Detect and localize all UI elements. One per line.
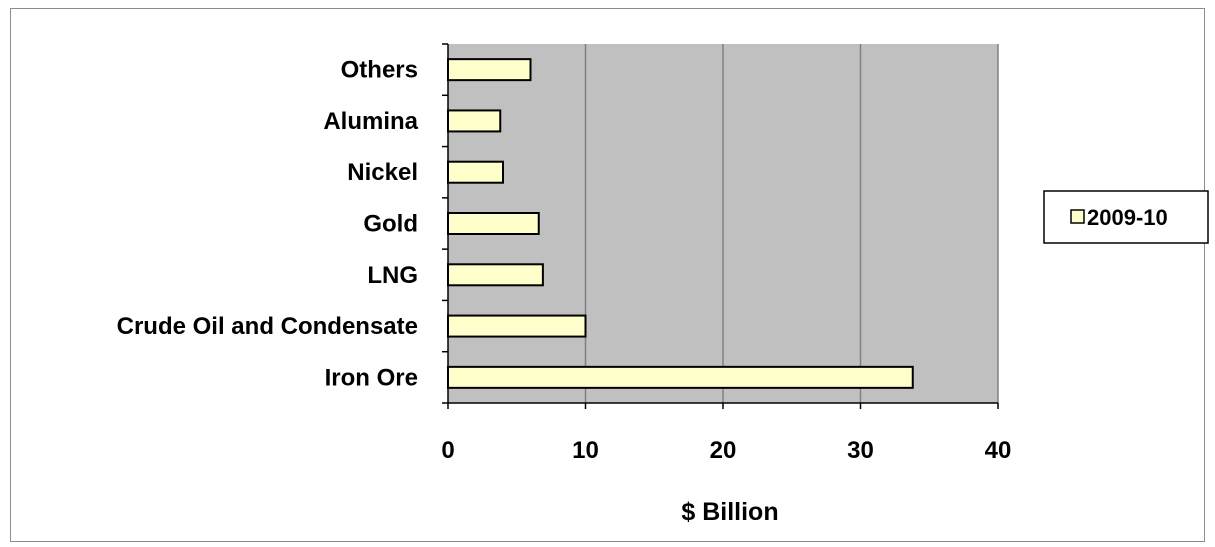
bar-others (447, 58, 532, 82)
category-label: LNG (367, 262, 418, 289)
category-label: Iron Ore (325, 364, 418, 391)
x-tick-label: 40 (985, 437, 1012, 464)
category-labels: Iron Ore Crude Oil and Condensate LNG Gold N… (117, 57, 419, 392)
x-tick-label: 20 (710, 437, 737, 464)
bar-nickel (447, 160, 504, 184)
x-tick-labels: 0 10 20 30 40 (441, 437, 1011, 464)
x-axis-label: $ Billion (681, 498, 778, 526)
bar-iron-ore (447, 365, 914, 389)
bar-crude-oil-and-condensate (447, 314, 587, 338)
bars (447, 58, 914, 389)
axes (442, 43, 999, 409)
x-tick-label: 30 (847, 437, 874, 464)
x-tick-label: 0 (441, 437, 454, 464)
bar-lng (447, 263, 544, 287)
legend-swatch (1070, 209, 1085, 224)
category-label: Gold (363, 211, 418, 238)
category-label: Nickel (347, 159, 418, 186)
x-tick-label: 10 (572, 437, 599, 464)
legend-label: 2009-10 (1087, 205, 1168, 230)
gridlines (584, 44, 999, 403)
legend: 2009-10 (1043, 190, 1209, 244)
bar-alumina (447, 109, 502, 133)
category-label: Alumina (323, 108, 418, 135)
category-label: Others (341, 57, 418, 84)
bar-gold (447, 212, 540, 235)
category-label: Crude Oil and Condensate (117, 313, 418, 340)
